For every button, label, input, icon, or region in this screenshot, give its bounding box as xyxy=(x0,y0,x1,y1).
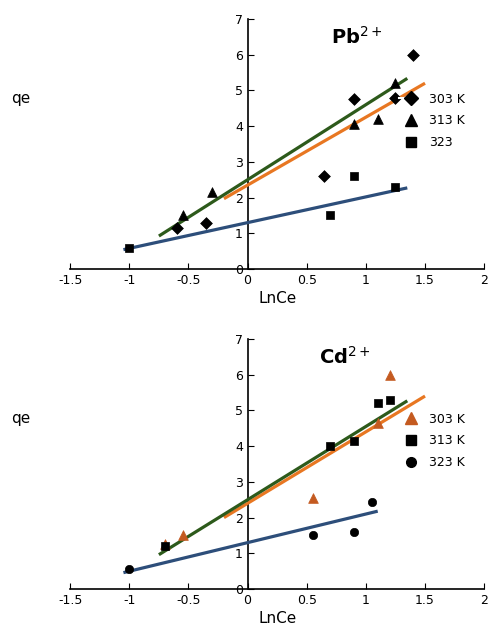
Point xyxy=(349,119,357,129)
Point xyxy=(326,441,334,451)
Point xyxy=(202,218,210,228)
Point xyxy=(125,243,133,253)
Point xyxy=(349,436,357,446)
Point xyxy=(373,114,381,124)
Point xyxy=(308,531,316,541)
Point xyxy=(373,398,381,408)
Point xyxy=(326,211,334,221)
Point xyxy=(385,369,393,380)
Point xyxy=(320,171,328,181)
Legend: 303 K, 313 K, 323: 303 K, 313 K, 323 xyxy=(393,88,469,154)
Point xyxy=(349,527,357,537)
Point xyxy=(391,182,399,192)
Point xyxy=(178,531,186,541)
Point xyxy=(160,541,168,551)
Point xyxy=(408,49,416,60)
Point xyxy=(172,223,180,233)
Point xyxy=(178,211,186,221)
X-axis label: LnCe: LnCe xyxy=(258,611,296,626)
Point xyxy=(391,92,399,102)
Point xyxy=(349,94,357,104)
Point xyxy=(367,497,375,507)
Point xyxy=(349,171,357,181)
Point xyxy=(160,540,168,550)
Point xyxy=(391,78,399,88)
Point xyxy=(125,564,133,575)
Point xyxy=(373,418,381,428)
Point xyxy=(208,187,216,197)
X-axis label: LnCe: LnCe xyxy=(258,291,296,306)
Y-axis label: qe: qe xyxy=(11,92,30,106)
Text: Cd$^{2+}$: Cd$^{2+}$ xyxy=(318,346,370,368)
Legend: 303 K, 313 K, 323 K: 303 K, 313 K, 323 K xyxy=(393,408,469,474)
Text: Pb$^{2+}$: Pb$^{2+}$ xyxy=(330,26,382,48)
Y-axis label: qe: qe xyxy=(11,412,30,426)
Point xyxy=(385,394,393,404)
Point xyxy=(308,493,316,503)
